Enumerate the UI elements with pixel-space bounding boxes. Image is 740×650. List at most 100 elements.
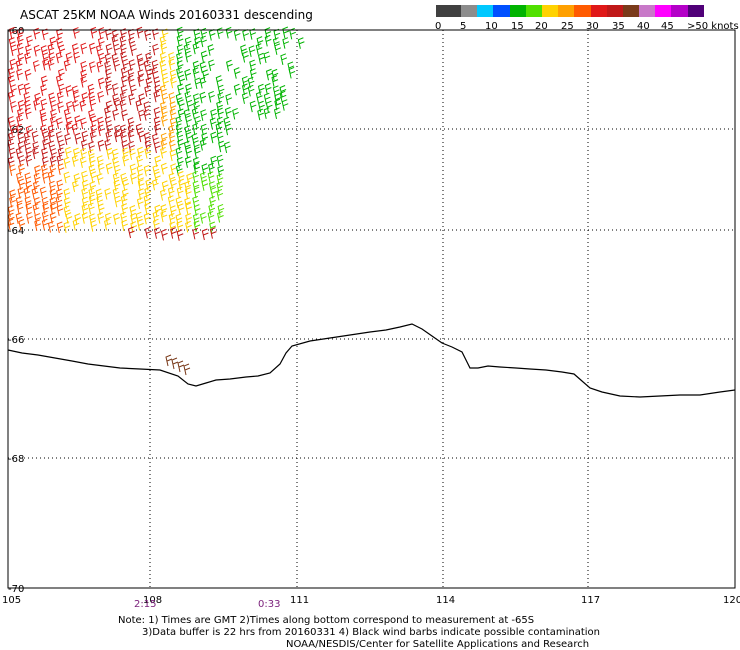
wind-barb [207, 210, 215, 223]
wind-barb [90, 124, 98, 137]
wind-barb [63, 221, 71, 233]
wind-barb [175, 123, 183, 135]
wind-barb [39, 186, 47, 199]
wind-barb [81, 187, 89, 200]
wind-barb [216, 188, 224, 201]
wind-barb [114, 124, 121, 137]
wind-barb [184, 68, 192, 81]
wind-barbs [7, 26, 305, 376]
wind-barb [154, 84, 162, 97]
wind-barb [215, 122, 223, 135]
wind-barb [226, 59, 233, 72]
wind-barb [111, 148, 119, 161]
wind-barb [55, 131, 63, 143]
wind-barb [153, 141, 161, 154]
wind-barb [192, 42, 200, 55]
latitude-label: -66 [8, 335, 24, 346]
wind-barb [56, 188, 63, 201]
wind-barb [74, 132, 82, 145]
wind-barb [138, 93, 146, 105]
wind-barb [129, 163, 137, 176]
wind-barb [192, 93, 200, 105]
wind-barb [114, 195, 122, 208]
wind-barb [41, 147, 48, 160]
wind-barb [48, 180, 56, 193]
wind-barb [71, 155, 79, 167]
wind-barb [168, 172, 176, 185]
wind-barb [88, 141, 95, 153]
scale-swatch [639, 5, 656, 17]
wind-barb [119, 43, 127, 56]
wind-barb [40, 84, 47, 96]
note-line-2: 3)Data buffer is 22 hrs from 20160331 4)… [142, 627, 600, 638]
wind-barb [73, 51, 81, 64]
wind-barb [105, 68, 112, 80]
wind-barb [136, 154, 143, 167]
longitude-label: 117 [581, 595, 600, 606]
wind-barb [7, 90, 15, 103]
wind-barb [10, 101, 17, 113]
wind-barb [81, 203, 89, 216]
wind-barb [63, 197, 71, 209]
wind-barb [186, 99, 194, 112]
wind-barb [120, 28, 127, 40]
wind-barb [90, 115, 98, 128]
wind-barb [112, 156, 119, 169]
wind-barb [255, 91, 263, 103]
wind-barb [97, 203, 105, 215]
wind-barb [137, 69, 145, 81]
wind-barb [7, 212, 15, 225]
wind-barb [17, 141, 25, 153]
wind-barb [120, 51, 127, 63]
wind-barb [90, 220, 97, 232]
wind-barb [217, 92, 225, 104]
wind-barb [184, 36, 192, 49]
wind-barb [159, 51, 167, 64]
wind-barb [168, 92, 176, 104]
wind-barb [185, 202, 192, 215]
wind-barb [122, 154, 129, 167]
wind-barb [96, 173, 104, 185]
wind-barb [97, 37, 105, 49]
wind-barb [105, 28, 112, 41]
wind-barb [167, 195, 175, 207]
wind-barb [120, 172, 128, 185]
wind-barb [32, 60, 40, 72]
wind-barb [66, 100, 73, 113]
wind-barb [49, 212, 57, 224]
wind-barb [104, 106, 111, 119]
wind-barb [18, 163, 25, 176]
wind-barb [208, 162, 215, 175]
wind-barb [111, 83, 119, 95]
wind-barb [136, 164, 144, 177]
wind-barb [161, 180, 169, 192]
wind-barb [136, 197, 144, 209]
wind-barb [249, 68, 257, 80]
wind-barb [34, 219, 42, 231]
wind-barb [41, 210, 49, 223]
wind-barb [81, 170, 88, 183]
wind-barb [177, 83, 184, 96]
wind-barb [136, 26, 144, 39]
wind-barb [143, 101, 151, 113]
wind-barb [113, 179, 121, 192]
wind-barb [122, 58, 129, 71]
wind-barb [72, 147, 80, 160]
wind-barb [207, 171, 215, 183]
wind-barb [192, 227, 200, 240]
wind-barb [42, 171, 49, 184]
wind-barb [63, 108, 71, 120]
wind-barb [257, 108, 264, 121]
wind-barb [153, 76, 161, 88]
wind-barb [72, 91, 80, 103]
wind-barb [128, 140, 135, 153]
wind-barb [168, 139, 176, 152]
wind-barb [152, 210, 160, 223]
wind-barb [199, 76, 207, 89]
wind-barb [194, 36, 201, 49]
wind-barb [49, 116, 57, 128]
wind-barb [274, 43, 282, 55]
wind-barb [111, 29, 119, 42]
wind-barb [282, 26, 290, 39]
scale-swatch [606, 5, 623, 17]
